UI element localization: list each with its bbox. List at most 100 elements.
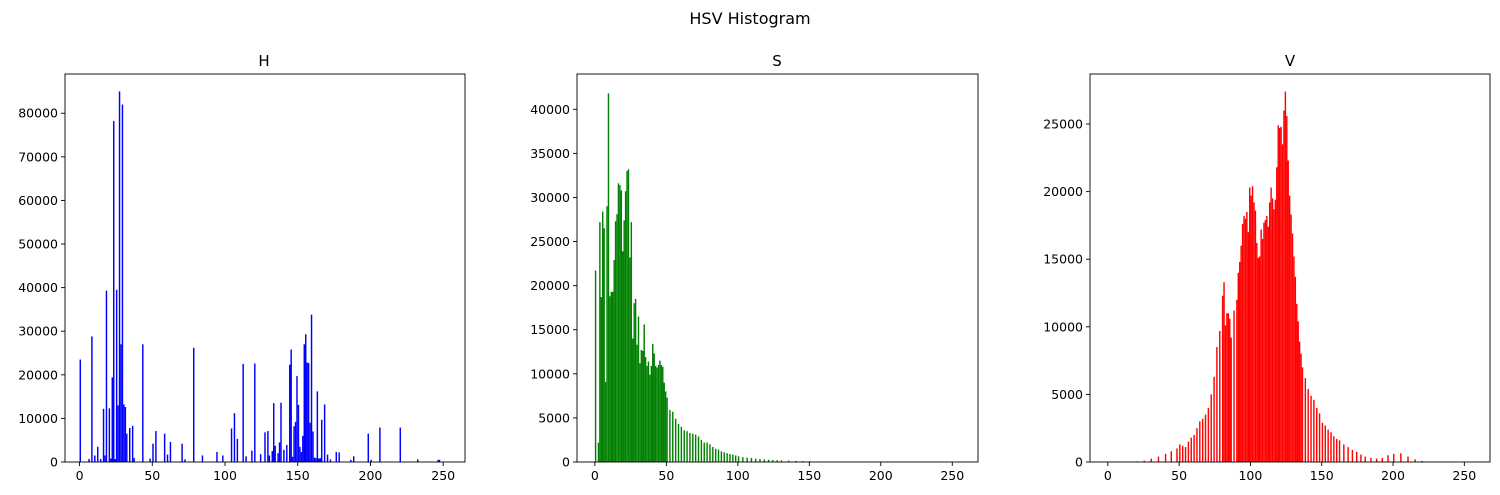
histogram-bar-s (680, 426, 683, 462)
histogram-bar-v (1271, 198, 1274, 462)
histogram-bar-v (1276, 167, 1278, 462)
histogram-bar-v (1333, 436, 1335, 462)
x-tick-label-s: 100 (726, 468, 750, 483)
histogram-bar-s (594, 270, 597, 462)
histogram-bar-h (129, 428, 131, 462)
x-tick-label-v: 200 (1381, 468, 1405, 483)
histogram-bar-s (630, 222, 633, 462)
y-tick-label-v: 20000 (1043, 184, 1083, 199)
histogram-bar-h (273, 403, 275, 462)
histogram-bar-v (1176, 448, 1178, 462)
x-tick-label-v: 50 (1171, 468, 1187, 483)
histogram-bar-v (1330, 432, 1332, 462)
y-tick-label-s: 35000 (530, 146, 570, 161)
histogram-bar-h (163, 433, 166, 462)
histogram-bar-v (1196, 428, 1198, 462)
histogram-bar-v (1293, 256, 1295, 462)
histogram-bar-s (714, 448, 717, 462)
histogram-bar-s (742, 457, 744, 462)
histogram-bar-h (289, 364, 291, 462)
histogram-bar-v (1267, 226, 1269, 462)
histogram-bar-s (763, 459, 765, 462)
histogram-bar-s (662, 366, 664, 462)
histogram-bar-v (1264, 220, 1267, 462)
histogram-bar-h (123, 404, 125, 462)
histogram-bar-s (613, 260, 615, 462)
histogram-bar-s (652, 343, 654, 462)
y-tick-label-h: 40000 (18, 280, 58, 295)
histogram-bar-v (1294, 276, 1297, 462)
histogram-bar-s (599, 222, 601, 462)
histogram-bar-s (767, 459, 770, 462)
histogram-bar-h (271, 451, 273, 462)
histogram-bar-h (307, 363, 310, 462)
histogram-bar-h (184, 459, 186, 462)
panel-title-v: V (1285, 52, 1296, 70)
histogram-bar-s (607, 93, 610, 463)
x-tick-label-s: 250 (940, 468, 964, 483)
histogram-bar-v (1304, 378, 1307, 462)
histogram-bar-s (677, 424, 680, 462)
histogram-bar-v (1164, 453, 1167, 462)
histogram-bar-h (367, 433, 369, 462)
histogram-bar-h (280, 402, 282, 462)
histogram-bar-s (639, 363, 641, 462)
histogram-bar-s (624, 191, 627, 462)
histogram-bar-v (1240, 245, 1242, 462)
histogram-bar-h (251, 450, 253, 462)
y-tick-label-s: 10000 (530, 366, 570, 381)
histogram-bar-v (1256, 242, 1258, 462)
histogram-bar-v (1316, 407, 1318, 462)
histogram-bar-h (316, 391, 319, 462)
histogram-bar-v (1274, 199, 1277, 463)
histogram-bar-s (659, 360, 661, 462)
histogram-bar-v (1210, 394, 1212, 462)
histogram-bar-h (108, 408, 111, 462)
histogram-bar-v (1227, 313, 1230, 462)
histogram-bar-v (1190, 437, 1192, 462)
histogram-bar-v (1258, 256, 1261, 462)
y-tick-label-s: 30000 (530, 190, 570, 205)
histogram-bar-v (1157, 456, 1160, 462)
histogram-bar-s (750, 458, 753, 462)
histogram-bar-v (1278, 128, 1281, 462)
x-tick-label-v: 250 (1452, 468, 1476, 483)
histogram-bar-s (700, 439, 703, 462)
histogram-bar-h (114, 458, 116, 462)
axes-frame-s (576, 73, 979, 463)
histogram-bar-h (99, 458, 102, 462)
histogram-bar-h (321, 419, 323, 462)
histogram-bar-s (609, 296, 611, 462)
histogram-bar-s (633, 303, 635, 462)
histogram-bar-s (614, 221, 617, 462)
histogram-bar-s (772, 459, 774, 462)
histogram-bar-h (94, 455, 96, 462)
histogram-bar-v (1229, 318, 1231, 462)
histogram-bar-v (1243, 215, 1245, 462)
histogram-bar-v (1223, 282, 1225, 462)
histogram-bar-h (149, 458, 151, 462)
histogram-bar-v (1236, 299, 1238, 462)
histogram-bar-v (1266, 215, 1268, 462)
histogram-bar-h (379, 427, 381, 462)
histogram-bar-s (663, 382, 665, 462)
histogram-bar-h (117, 405, 119, 462)
y-tick-label-h: 20000 (18, 367, 58, 382)
histogram-bar-v (1268, 202, 1271, 462)
histogram-bar-s (623, 220, 625, 462)
histogram-bar-s (647, 361, 650, 462)
histogram-bar-h (291, 456, 294, 462)
histogram-bar-h (193, 347, 195, 462)
histogram-bar-s (643, 324, 645, 462)
y-tick-label-h: 30000 (18, 324, 58, 339)
histogram-bar-h (318, 458, 320, 462)
histogram-bar-s (610, 291, 613, 462)
histogram-bar-h (124, 407, 127, 462)
histogram-bar-v (1296, 303, 1298, 462)
histogram-bar-h (437, 459, 439, 462)
histogram-bar-v (1273, 209, 1275, 462)
histogram-bar-v (1246, 211, 1248, 462)
histogram-bar-v (1150, 458, 1153, 462)
histogram-bar-h (91, 336, 93, 462)
